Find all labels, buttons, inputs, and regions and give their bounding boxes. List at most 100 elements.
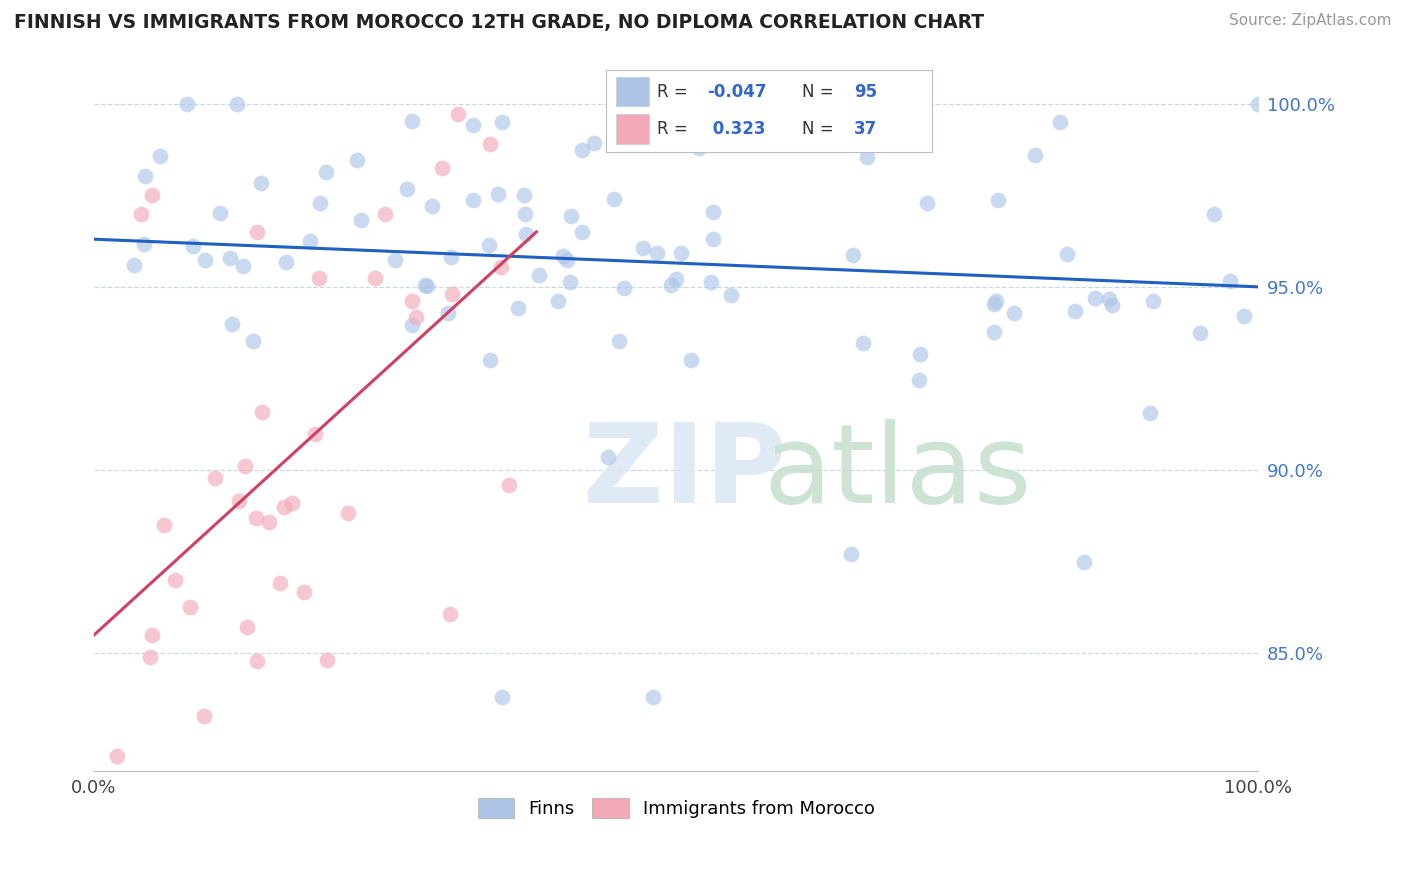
Point [194,253,217,268]
Point [486,187,509,202]
Point [1233,310,1256,324]
Point [479,136,502,151]
Point [374,206,396,220]
Point [602,192,624,206]
Point [498,478,520,492]
Point [315,653,337,667]
Point [659,277,682,292]
Point [841,248,863,262]
Point [346,153,368,168]
Point [669,245,692,260]
Point [983,325,1005,339]
Point [250,405,273,419]
Point [983,297,1005,311]
Point [193,709,215,723]
Point [401,318,423,332]
Point [842,97,865,112]
Point [152,518,174,533]
Point [702,232,724,246]
Point [281,496,304,510]
Text: Source: ZipAtlas.com: Source: ZipAtlas.com [1229,13,1392,29]
Point [246,225,269,239]
Point [679,352,702,367]
Point [478,237,501,252]
Point [447,107,470,121]
Point [179,599,201,614]
Point [176,96,198,111]
Point [308,271,330,285]
Point [165,573,187,587]
Point [221,317,243,331]
Point [908,347,931,361]
Text: atlas: atlas [763,418,1032,525]
Point [852,335,875,350]
Point [181,239,204,253]
Point [1101,298,1123,312]
Point [915,195,938,210]
Point [613,280,636,294]
Point [336,506,359,520]
Point [274,254,297,268]
Point [855,150,877,164]
Point [122,258,145,272]
Point [461,119,484,133]
Point [233,459,256,474]
Point [250,176,273,190]
Point [1056,246,1078,260]
Point [1142,293,1164,308]
Point [415,279,437,293]
Point [350,213,373,227]
Point [436,306,458,320]
Point [439,607,461,622]
Point [560,210,582,224]
Point [491,115,513,129]
Point [984,294,1007,309]
Point [515,227,537,242]
Point [141,188,163,202]
Point [558,275,581,289]
Point [700,275,723,289]
Point [596,450,619,464]
Point [688,140,710,154]
Point [245,511,267,525]
Point [887,130,910,145]
Point [269,576,291,591]
Point [219,251,242,265]
Point [1188,326,1211,340]
Point [1064,304,1087,318]
Point [384,252,406,267]
Point [506,301,529,316]
Point [395,181,418,195]
Point [309,196,332,211]
Point [132,237,155,252]
Point [129,206,152,220]
Point [547,293,569,308]
Point [257,516,280,530]
Point [665,272,688,286]
Point [401,114,423,128]
Point [228,494,250,508]
Point [645,245,668,260]
Point [461,193,484,207]
Point [641,690,664,705]
Point [298,234,321,248]
Point [513,207,536,221]
Point [527,268,550,282]
Point [1002,306,1025,320]
Point [513,187,536,202]
Point [702,205,724,219]
Point [907,373,929,387]
Point [720,288,742,302]
Point [273,500,295,514]
Point [292,585,315,599]
Point [246,654,269,668]
Point [571,143,593,157]
Text: FINNISH VS IMMIGRANTS FROM MOROCCO 12TH GRADE, NO DIPLOMA CORRELATION CHART: FINNISH VS IMMIGRANTS FROM MOROCCO 12TH … [14,13,984,32]
Point [440,287,463,301]
Point [242,334,264,349]
Point [631,241,654,255]
Point [478,353,501,368]
Point [208,206,231,220]
Point [304,427,326,442]
Point [583,136,606,151]
